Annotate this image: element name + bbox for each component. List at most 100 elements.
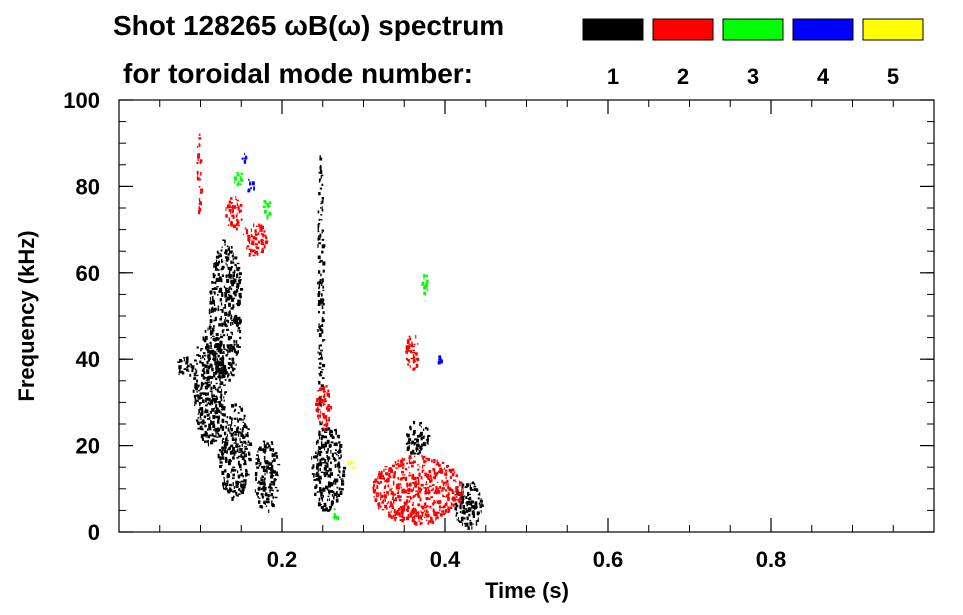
spectrum-point-mode-1-region-3 bbox=[239, 490, 242, 493]
spectrum-point-mode-1-region-5 bbox=[325, 450, 329, 454]
spectrum-point-mode-1-region-6 bbox=[320, 282, 323, 285]
spectrum-point-mode-1-region-7 bbox=[416, 438, 419, 443]
spectrum-point-mode-2-region-5 bbox=[423, 516, 426, 519]
spectrum-point-mode-2-region-3 bbox=[316, 409, 318, 413]
spectrum-point-mode-2-region-5 bbox=[437, 511, 440, 514]
spectrum-point-mode-1-region-2 bbox=[218, 260, 221, 264]
spectrum-point-mode-1-region-2 bbox=[236, 344, 240, 348]
spectrum-point-mode-1-region-4 bbox=[254, 471, 258, 477]
spectrum-point-mode-1-region-8 bbox=[458, 517, 460, 520]
spectrum-point-mode-1-region-2 bbox=[213, 325, 215, 328]
spectrum-point-mode-1-region-2 bbox=[231, 348, 234, 353]
spectrum-point-mode-1-region-3 bbox=[228, 487, 232, 492]
spectrum-point-mode-1-region-1 bbox=[199, 421, 203, 424]
spectrum-point-mode-1-region-6 bbox=[321, 278, 324, 283]
spectrum-point-mode-1-region-5 bbox=[314, 485, 317, 490]
spectrum-point-mode-1-region-6 bbox=[318, 171, 321, 174]
spectrum-point-mode-1-region-1 bbox=[196, 362, 198, 365]
spectrum-point-mode-1-region-1 bbox=[218, 372, 221, 377]
spectrum-point-mode-1-region-4 bbox=[258, 480, 260, 483]
spectrum-point-mode-2-region-3 bbox=[315, 402, 318, 406]
spectrum-point-mode-1-region-3 bbox=[240, 419, 244, 421]
spectrum-point-mode-2-region-5 bbox=[414, 493, 418, 496]
spectrum-point-mode-1-region-2 bbox=[227, 294, 230, 296]
spectrum-point-mode-1-region-3 bbox=[233, 495, 235, 499]
spectrum-point-mode-2-region-4 bbox=[416, 343, 419, 345]
spectrum-point-mode-2-region-5 bbox=[373, 495, 375, 498]
spectrum-point-mode-1-region-6 bbox=[319, 403, 322, 407]
spectrum-point-mode-1-region-3 bbox=[222, 482, 225, 485]
spectrum-point-mode-1-region-5 bbox=[316, 453, 319, 458]
spectrum-point-mode-2-region-5 bbox=[401, 474, 403, 476]
spectrum-point-mode-1-region-7 bbox=[418, 450, 421, 453]
spectrum-point-mode-1-region-3 bbox=[225, 486, 227, 489]
spectrum-point-mode-1-region-2 bbox=[222, 307, 226, 309]
spectrum-point-mode-3-region-3 bbox=[337, 516, 340, 521]
spectrum-point-mode-1-region-1 bbox=[211, 394, 214, 398]
spectrum-point-mode-2-region-4 bbox=[411, 352, 415, 354]
spectrum-point-mode-1-region-5 bbox=[324, 470, 328, 472]
spectrum-point-mode-1-region-8 bbox=[462, 504, 466, 509]
spectrum-point-mode-1-region-5 bbox=[315, 441, 318, 445]
spectrum-point-mode-1-region-3 bbox=[231, 477, 235, 480]
spectrum-point-mode-2-region-5 bbox=[392, 474, 396, 479]
spectrum-point-mode-2-region-1 bbox=[262, 236, 264, 238]
spectrum-point-mode-1-region-6 bbox=[322, 311, 325, 315]
spectrum-point-mode-2-region-0 bbox=[230, 202, 233, 204]
spectrum-point-mode-1-region-1 bbox=[199, 397, 203, 399]
spectrum-point-mode-1-region-5 bbox=[335, 498, 339, 503]
spectrum-point-mode-2-region-5 bbox=[394, 471, 397, 474]
spectrum-point-mode-1-region-6 bbox=[318, 192, 321, 196]
spectrum-point-mode-1-region-5 bbox=[338, 457, 341, 460]
spectrum-point-mode-2-region-4 bbox=[405, 348, 409, 351]
spectrum-point-mode-1-region-3 bbox=[227, 474, 231, 478]
spectrum-point-mode-2-region-5 bbox=[408, 457, 411, 460]
spectrum-point-mode-1-region-1 bbox=[208, 423, 211, 427]
spectrum-point-mode-1-region-5 bbox=[326, 470, 329, 472]
spectrum-point-mode-2-region-1 bbox=[256, 252, 259, 256]
spectrum-point-mode-1-region-7 bbox=[410, 451, 413, 455]
spectrum-point-mode-1-region-8 bbox=[480, 503, 483, 505]
spectrum-point-mode-1-region-3 bbox=[234, 433, 238, 436]
spectrum-point-mode-3-region-1 bbox=[263, 200, 267, 204]
spectrum-point-mode-1-region-3 bbox=[229, 424, 233, 426]
spectrum-point-mode-1-region-1 bbox=[217, 433, 220, 436]
spectrum-point-mode-1-region-8 bbox=[467, 500, 471, 503]
spectrum-point-mode-1-region-8 bbox=[465, 502, 469, 504]
spectrum-point-mode-1-region-1 bbox=[212, 372, 216, 374]
spectrum-point-mode-1-region-5 bbox=[320, 491, 324, 494]
spectrum-point-mode-2-region-3 bbox=[325, 422, 329, 426]
spectrum-point-mode-1-region-1 bbox=[223, 384, 226, 386]
spectrum-point-mode-1-region-8 bbox=[459, 510, 462, 514]
spectrum-point-mode-1-region-8 bbox=[466, 503, 468, 507]
spectrum-point-mode-2-region-5 bbox=[409, 513, 413, 518]
spectrum-point-mode-1-region-7 bbox=[418, 451, 422, 454]
spectrum-point-mode-1-region-2 bbox=[212, 327, 215, 332]
x-tick-label: 0.6 bbox=[593, 547, 624, 572]
spectrum-point-mode-1-region-4 bbox=[258, 465, 261, 467]
spectrum-point-mode-1-region-2 bbox=[226, 299, 230, 301]
spectrum-point-mode-1-region-5 bbox=[320, 471, 324, 473]
spectrum-point-mode-1-region-7 bbox=[421, 436, 425, 439]
spectrum-point-mode-2-region-5 bbox=[421, 512, 424, 517]
spectrum-point-mode-1-region-8 bbox=[461, 485, 464, 489]
spectrum-point-mode-2-region-5 bbox=[433, 471, 436, 475]
spectrum-point-mode-1-region-1 bbox=[206, 343, 209, 347]
spectrum-point-mode-2-region-5 bbox=[378, 502, 381, 504]
spectrum-point-mode-2-region-1 bbox=[264, 234, 267, 237]
spectrum-point-mode-2-region-5 bbox=[406, 496, 410, 498]
spectrum-point-mode-2-region-5 bbox=[417, 504, 420, 507]
spectrum-point-mode-2-region-5 bbox=[449, 475, 452, 479]
spectrum-point-mode-2-region-0 bbox=[235, 207, 238, 209]
spectrum-point-mode-1-region-4 bbox=[260, 477, 262, 482]
legend-label-mode-3: 3 bbox=[747, 64, 759, 89]
spectrum-point-mode-1-region-5 bbox=[323, 504, 327, 507]
spectrum-point-mode-1-region-3 bbox=[224, 420, 228, 423]
spectrum-point-mode-2-region-5 bbox=[425, 473, 429, 478]
spectrum-point-mode-2-region-0 bbox=[233, 224, 236, 228]
spectrum-point-mode-1-region-2 bbox=[212, 274, 216, 279]
spectrum-point-mode-1-region-2 bbox=[217, 346, 220, 350]
spectrum-point-mode-1-region-3 bbox=[218, 455, 220, 458]
spectrum-point-mode-1-region-4 bbox=[271, 441, 274, 445]
spectrum-point-mode-1-region-5 bbox=[329, 446, 331, 448]
